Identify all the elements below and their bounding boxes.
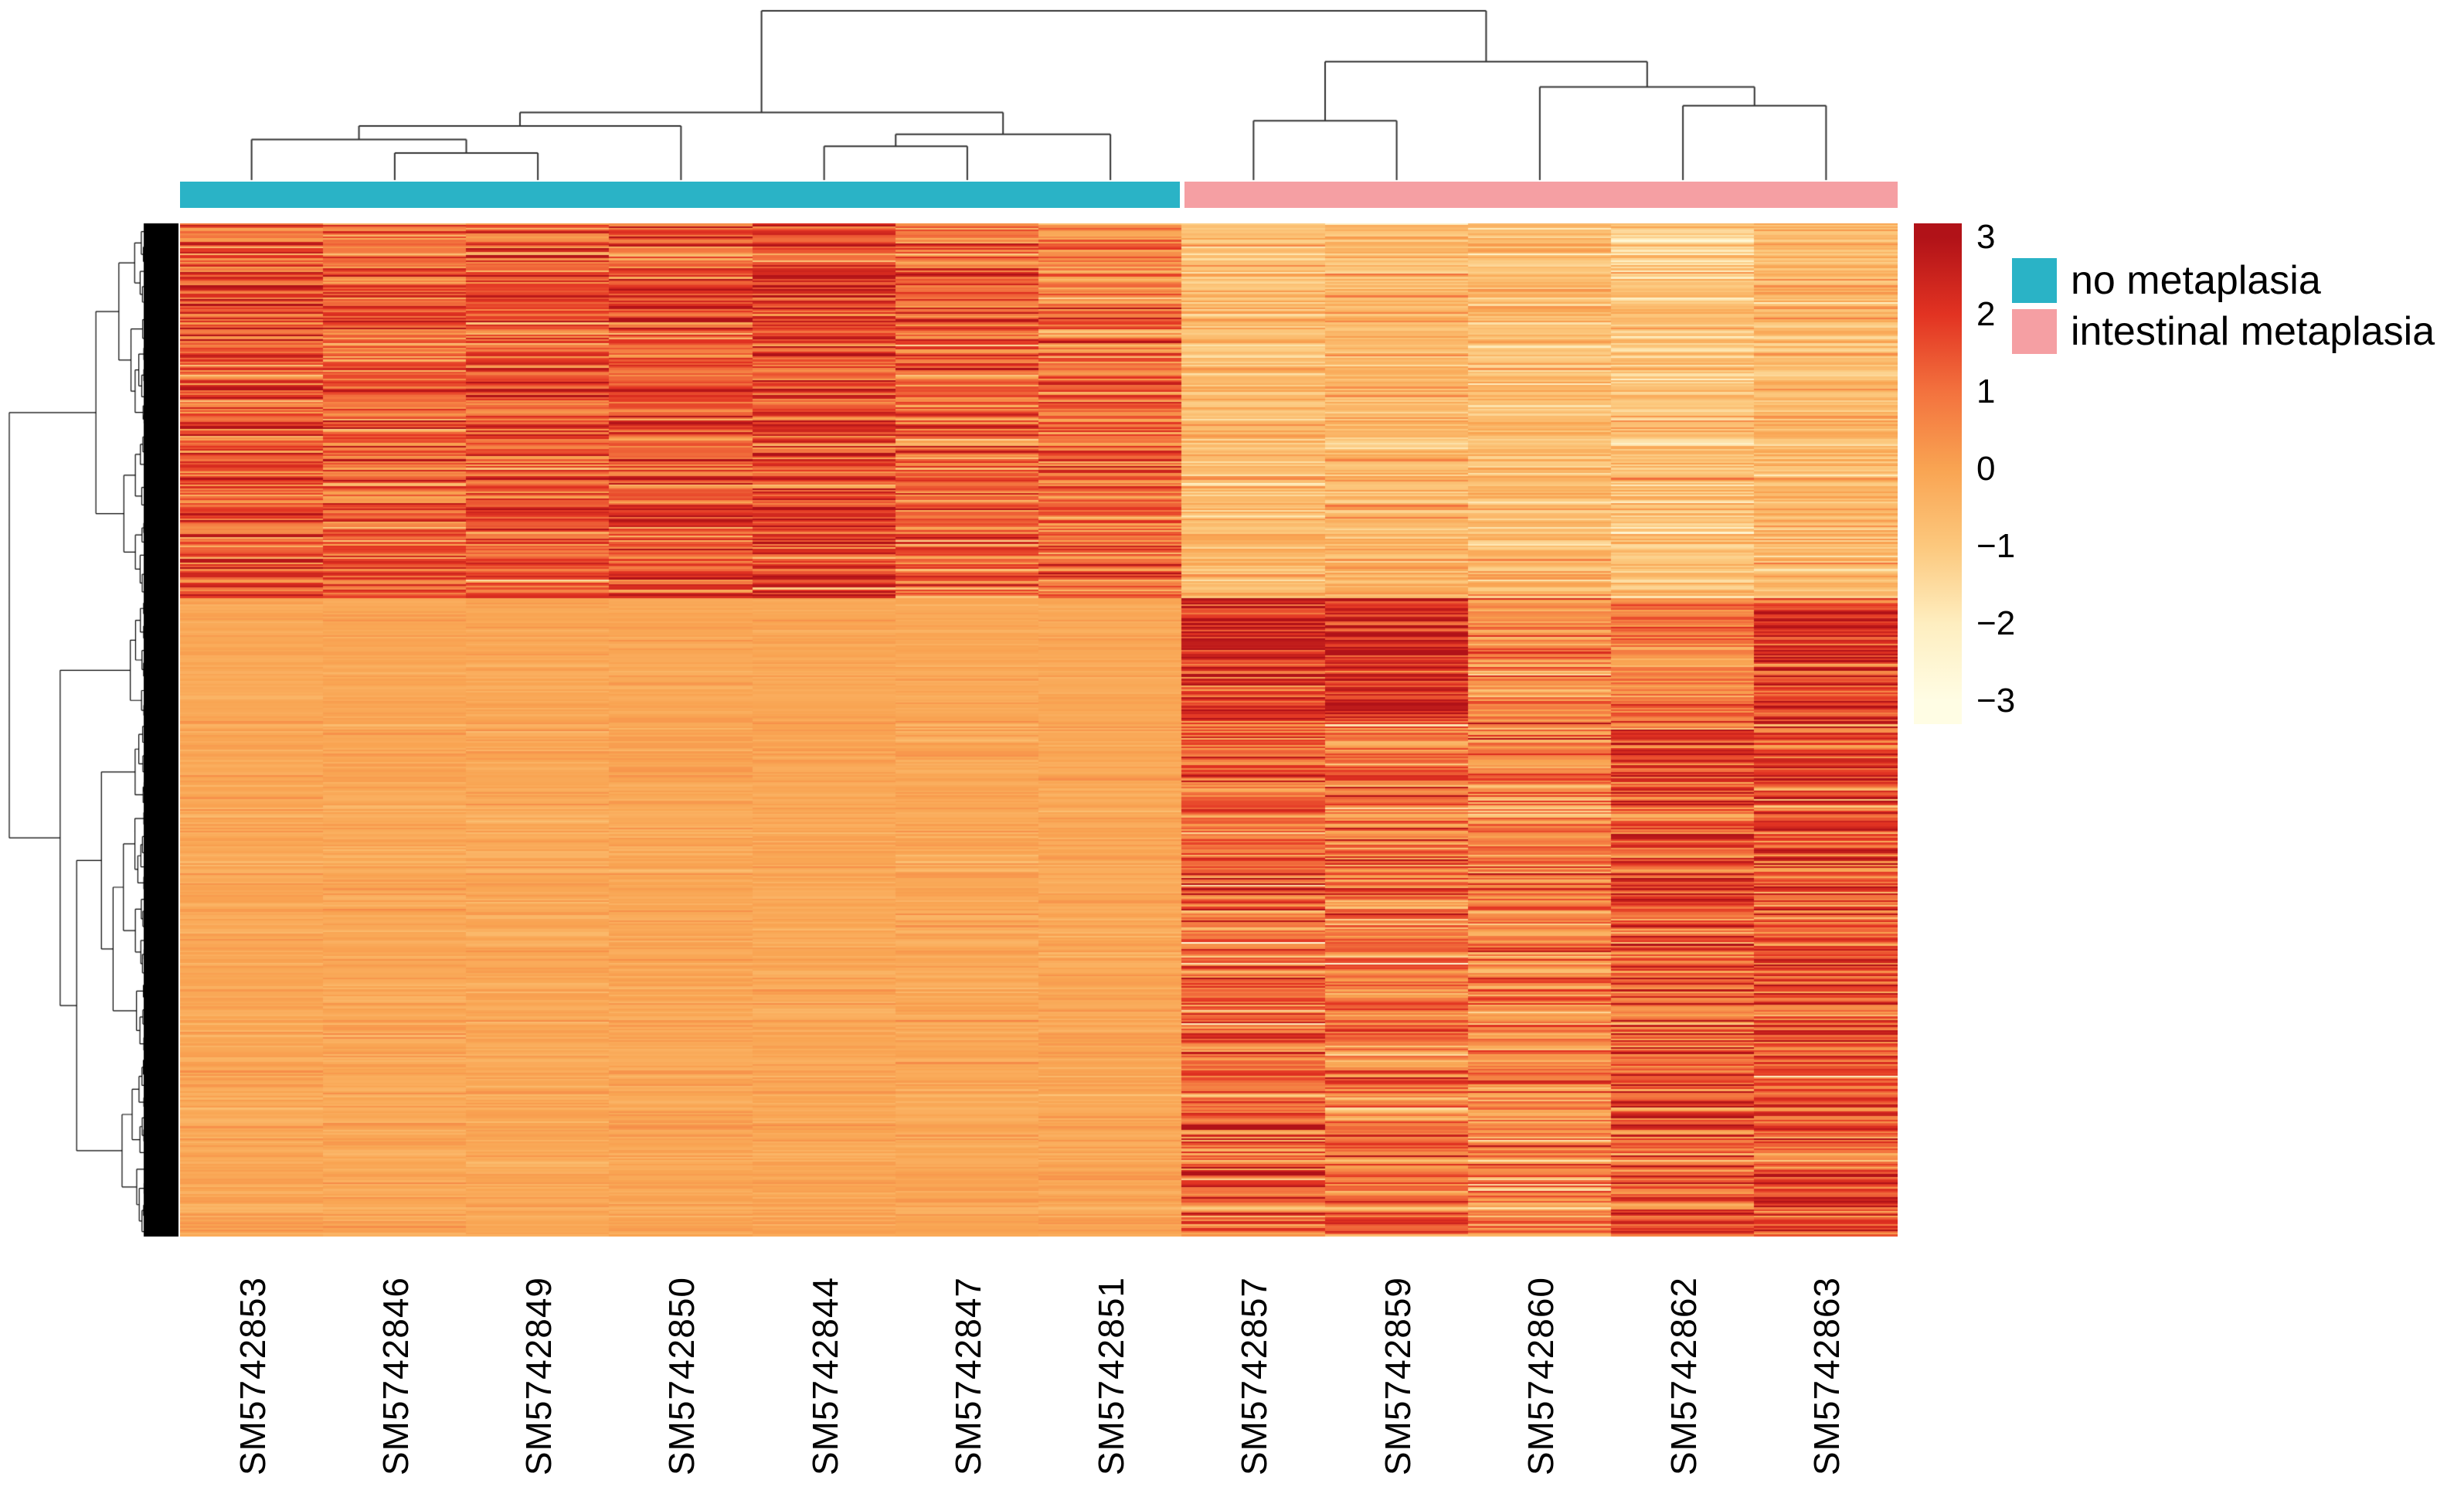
legend-item-no-metaplasia: no metaplasia [2012,257,2435,305]
legend-label-intestinal-metaplasia: intestinal metaplasia [2071,309,2435,354]
column-label: SM5742850 [661,1277,702,1476]
column-label: SM5742844 [804,1277,845,1476]
colorbar-tick-label: 2 [1976,295,1996,333]
column-label: SM5742851 [1091,1277,1132,1476]
colorbar-tick-label: −2 [1976,604,2016,642]
row-dendrogram [0,0,185,1497]
colorbar-tick-label: 0 [1976,450,1996,488]
column-label: SM5742857 [1234,1277,1275,1476]
legend-swatch-intestinal-metaplasia [2012,309,2057,354]
legend-swatch-no-metaplasia [2012,258,2057,303]
colorbar-tick-label: 1 [1976,373,1996,410]
column-label: SM5742860 [1520,1277,1561,1476]
group-bar-no-metaplasia [180,182,1180,208]
legend: no metaplasia intestinal metaplasia [2012,257,2435,359]
colorbar-tick-label: −1 [1976,527,2016,565]
column-label: SM5742846 [375,1277,416,1476]
colorbar-gradient [1914,223,1962,724]
column-label: SM5742863 [1806,1277,1847,1476]
colorbar-tick-label: −3 [1976,682,2016,720]
column-label: SM5742847 [947,1277,988,1476]
column-label: SM5742849 [518,1277,559,1476]
colorbar-tick-label: 3 [1976,218,1996,256]
column-dendrogram [0,0,2464,216]
heatmap-canvas [180,223,1898,1237]
legend-item-intestinal-metaplasia: intestinal metaplasia [2012,308,2435,356]
column-label: SM5742859 [1377,1277,1418,1476]
legend-label-no-metaplasia: no metaplasia [2071,258,2321,303]
column-label: SM5742862 [1664,1277,1704,1476]
column-label: SM5742853 [232,1277,273,1476]
group-bar-intestinal-metaplasia [1184,182,1898,208]
